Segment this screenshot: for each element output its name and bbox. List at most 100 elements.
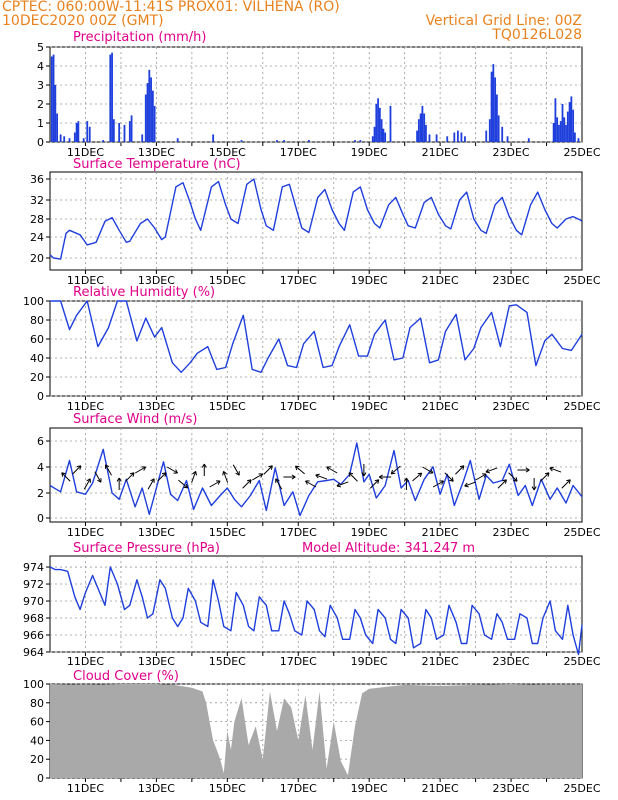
precip-bar <box>128 121 131 142</box>
x-tick-label: 17DEC <box>280 782 317 795</box>
y-tick-label: 2 <box>37 98 44 111</box>
wind-arrow-head <box>525 467 530 473</box>
wind-arrow <box>105 464 112 476</box>
precip-bar <box>490 71 493 142</box>
wind-arrow <box>540 472 550 482</box>
wind-arrow <box>305 480 317 488</box>
precip-bar <box>380 119 383 142</box>
panel-frame <box>49 171 583 271</box>
x-tick-label: 19DEC <box>351 400 388 413</box>
y-tick-label: 100 <box>23 295 44 308</box>
x-tick-label: 17DEC <box>280 274 317 287</box>
x-tick-label: 23DEC <box>493 146 530 159</box>
header-line2-left: 10DEC2020 00Z (GMT) <box>2 13 164 29</box>
precip-bar <box>88 126 91 142</box>
x-tick-label: 13DEC <box>138 146 175 159</box>
x-tick-label: 15DEC <box>209 274 246 287</box>
wind-arrow-head <box>485 468 491 474</box>
header-line1: CPTEC: 060:00W-11:41S PROX01: VILHENA (R… <box>2 0 340 15</box>
y-tick-label: 974 <box>23 561 44 574</box>
precip-bar <box>141 134 144 142</box>
precip-bar <box>574 132 576 142</box>
wind-arrow <box>475 473 487 481</box>
y-tick-label: 972 <box>23 578 44 591</box>
y-tick-label: 20 <box>30 753 44 766</box>
y-tick-label: 966 <box>23 629 44 642</box>
wind-arrow <box>61 472 71 482</box>
precip-bar <box>375 104 378 142</box>
panel-title: Cloud Cover (%) <box>73 669 179 684</box>
precip-bar <box>494 77 497 142</box>
panel-title: Surface Pressure (hPa) <box>73 541 220 556</box>
precip-bar <box>240 140 243 142</box>
wind-arrow-head <box>549 466 554 472</box>
wind-arrow-head <box>378 474 383 480</box>
wind-arrow-head <box>294 465 300 471</box>
wind-arrow <box>263 465 273 475</box>
precip-bar <box>54 85 57 142</box>
x-tick-label: 13DEC <box>138 655 175 668</box>
wind-arrow-head <box>150 478 155 483</box>
x-tick-label: 19DEC <box>351 655 388 668</box>
wind-arrow <box>252 473 263 481</box>
panel-title: Surface Temperature (nC) <box>73 157 241 172</box>
x-tick-label: 23DEC <box>493 400 530 413</box>
precip-bar <box>359 140 362 142</box>
wind-arrow <box>223 471 229 483</box>
y-tick-label: 32 <box>30 194 44 207</box>
wind-arrow-head <box>61 472 66 477</box>
x-tick-label: 15DEC <box>209 526 246 539</box>
y-tick-label: 0 <box>37 512 44 525</box>
wind-arrow-head <box>566 479 571 484</box>
y-tick-label: 24 <box>30 231 44 244</box>
wind-arrow <box>422 466 434 474</box>
wind-arrow <box>94 471 102 483</box>
wind-arrow <box>209 480 221 488</box>
wind-arrow-head <box>97 478 102 483</box>
precip-bar <box>425 124 427 142</box>
precip-bar <box>146 83 149 142</box>
precip-bar <box>558 124 560 142</box>
x-tick-label: 11DEC <box>67 526 104 539</box>
precip-bar <box>371 136 374 142</box>
precip-bar <box>561 104 564 142</box>
precip-bar <box>150 77 152 142</box>
wind-arrow-head <box>531 486 537 491</box>
wind-arrow <box>464 481 477 487</box>
panel-title: Relative Humidity (%) <box>73 285 215 300</box>
wind-arrow-head <box>464 482 469 488</box>
precip-bar <box>59 134 62 142</box>
precip-bar <box>148 69 151 142</box>
wind-arrow <box>134 466 146 474</box>
wind-arrow-head <box>291 474 296 480</box>
wind-arrow-head <box>326 466 331 471</box>
wind-arrow-head <box>86 478 91 483</box>
wind-arrow-head <box>222 470 227 476</box>
precip-bar <box>68 138 71 142</box>
wind-arrow-head <box>544 472 550 477</box>
y-tick-label: 4 <box>37 60 44 73</box>
x-tick-label: 23DEC <box>493 274 530 287</box>
wind-arrow-head <box>417 472 423 478</box>
wind-arrow <box>561 479 571 489</box>
y-tick-label: 20 <box>30 371 44 384</box>
precip-bar <box>112 119 115 142</box>
y-tick-label: 0 <box>37 390 44 403</box>
wind-arrow <box>157 472 167 482</box>
wind-arrow <box>485 467 498 473</box>
precip-bar <box>63 136 66 142</box>
wind-arrow <box>275 478 283 490</box>
precip-bar <box>153 105 156 142</box>
x-tick-label: 23DEC <box>493 782 530 795</box>
precip-bar <box>417 119 420 142</box>
y-tick-label: 6 <box>37 435 44 448</box>
series-line-3 <box>49 442 583 517</box>
y-tick-label: 60 <box>30 333 44 346</box>
wind-arrow <box>83 478 91 490</box>
wind-arrow <box>336 481 349 487</box>
precip-bar <box>554 98 557 142</box>
y-tick-label: 0 <box>37 772 44 785</box>
wind-arrow <box>232 464 240 476</box>
x-tick-label: 23DEC <box>493 526 530 539</box>
wind-arrow <box>412 472 422 482</box>
